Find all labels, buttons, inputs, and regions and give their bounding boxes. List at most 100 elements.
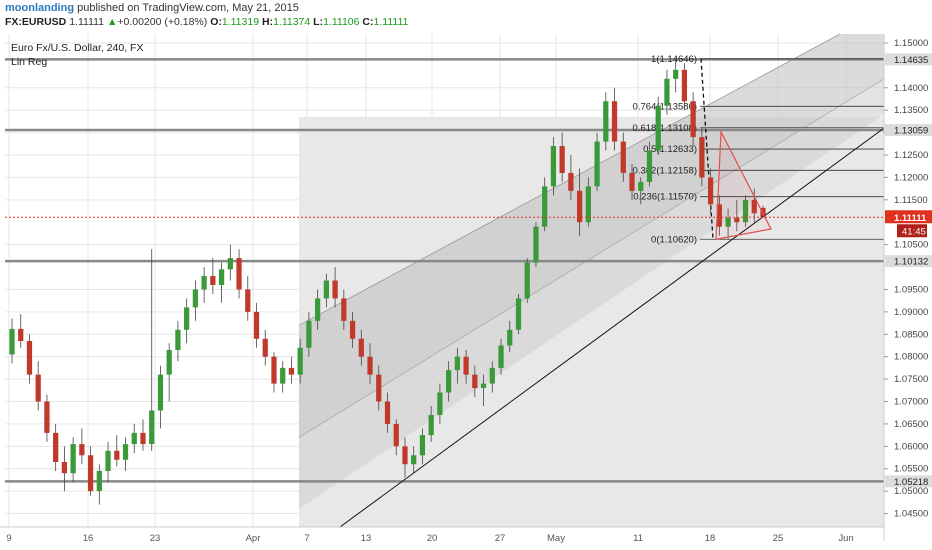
candle-body [463,356,469,375]
y-tick-label: 1.08000 [894,352,928,363]
candle-body [402,446,408,465]
candle-body [725,217,731,227]
candle-body [603,101,609,142]
candle-body [35,374,41,402]
candle-body [489,367,495,384]
chart-header: moonlanding published on TradingView.com… [0,0,932,30]
candle-body [419,435,426,456]
x-tick-label: 23 [150,533,161,544]
candle-body [105,450,111,471]
candle-body [384,401,391,424]
candle-body [9,328,15,355]
candle-body [664,78,670,106]
close-label: C: [362,16,374,28]
candle-body [498,345,504,368]
y-tick-label: 1.04500 [894,509,928,520]
y-tick-label: 1.15000 [894,38,928,49]
x-tick-label: 25 [773,533,784,544]
candle-body [367,356,373,375]
candle-body [96,470,102,492]
candle-body [131,432,137,445]
candle-body [253,311,260,339]
countdown-label: 41:45 [902,226,926,237]
x-tick-label: May [547,533,565,544]
candle-body [227,258,233,270]
open-value: 1.11319 [221,16,260,28]
candle-body [122,444,129,460]
current-price-label: 1.11111 [894,213,927,224]
legend-indicator[interactable]: Lin Reg [11,56,48,68]
fib-level-label: 0.618(1.13108) [633,123,697,134]
channel-mid-line [298,78,885,438]
price-chart[interactable]: 1(1.14646) 0.764(1.13586) 0.618(1.13108) 0.… [0,30,932,550]
close-value: 1.11111 [373,16,409,28]
x-tick-label: 7 [304,533,309,544]
candle-body [742,199,749,223]
low-value: 1.11106 [323,16,360,28]
y-tick-label: 1.06500 [894,419,928,430]
candle-body [70,444,76,474]
candle-body [184,307,190,330]
candle-body [542,186,548,227]
legend-title: Euro Fx/U.S. Dollar, 240, FX [11,42,144,54]
x-tick-label: 13 [361,533,372,544]
candle-body [393,423,399,447]
candle-body [297,347,303,375]
published-text: published on TradingView.com, May 21, 20… [77,2,299,14]
author-link[interactable]: moonlanding [5,2,75,14]
y-tick-label: 1.12500 [894,150,928,161]
level-price-tag [885,53,932,66]
countdown-tag [897,224,927,238]
candles [9,58,766,505]
x-tick-label: 18 [705,533,716,544]
symbol-label[interactable]: FX:EURUSD [5,16,67,28]
x-tick-label: 16 [83,533,94,544]
candle-body [411,455,417,465]
candle-body [428,414,434,436]
candle-body [550,146,557,187]
y-tick-label: 1.12000 [894,172,928,183]
drawings [5,127,885,528]
quote-line: FX:EURUSD 1.11111 ▲+0.00200 (+0.18%) O:1… [5,16,408,28]
x-tick-label: 20 [427,533,438,544]
candle-body [734,217,740,223]
level-price-label: 1.14635 [894,55,928,66]
y-tick-label: 1.10500 [894,240,928,251]
candle-body [323,280,329,299]
axes: 9 16 23 Apr 7 13 20 27 May 11 18 25 Jun 1.15000 1.1400… [0,34,932,544]
candle-body [594,141,600,187]
candle-body [629,172,635,191]
candle-body [201,276,207,290]
candle-body [707,177,714,205]
candle-body [175,329,181,350]
candle-body [157,374,164,411]
candle-body [716,204,722,227]
y-tick-label: 1.13500 [894,105,928,116]
candle-body [376,374,382,402]
y-tick-label: 1.09000 [894,307,928,318]
fib-level-label: 0(1.10620) [651,234,697,245]
candle-body [358,338,364,357]
channel-lower-band [299,78,884,510]
candle-body [611,101,618,142]
x-tick-label: 11 [633,533,643,544]
x-tick-label: Apr [246,533,261,544]
y-tick-label: 1.09500 [894,284,928,295]
candle-body [585,186,591,223]
high-value: 1.11374 [273,16,311,28]
candle-body [472,374,478,389]
candle-body [568,172,574,191]
candle-body [559,146,565,173]
current-price-tag [885,210,932,224]
fib-level-label: 1(1.14646) [651,54,697,65]
level-price-tag [885,123,932,136]
candle-body [576,190,583,223]
candle-body [236,258,242,290]
candle-body [210,276,216,285]
candle-body [699,137,705,178]
change-value: +0.00200 (+0.18%) [117,16,208,28]
y-tick-label: 1.07000 [894,397,928,408]
candle-body [44,401,50,433]
candle-body [26,341,33,375]
candle-body [61,462,68,474]
